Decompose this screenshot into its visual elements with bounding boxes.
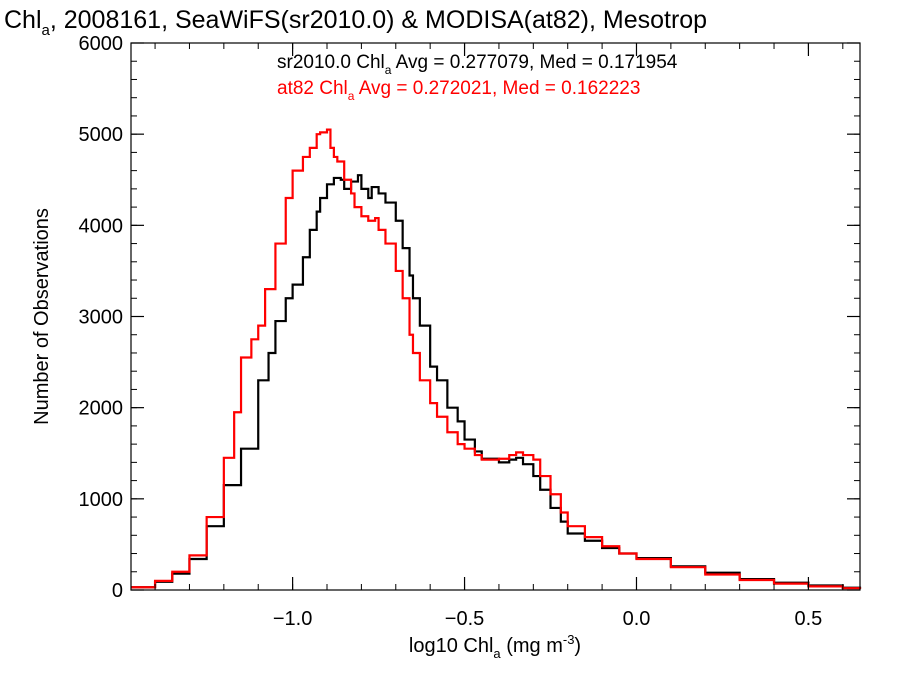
x-tick-label: 0.5 <box>795 608 823 630</box>
chart-title: Chla, 2008161, SeaWiFS(sr2010.0) & MODIS… <box>4 6 707 39</box>
x-axis-label-text: log10 Chla (mg m-3) <box>409 632 581 661</box>
x-axis-label: log10 Chla (mg m-3) <box>409 632 581 661</box>
y-axis-label-text: Number of Observations <box>31 208 53 425</box>
x-tick-label: 0.0 <box>623 608 651 630</box>
series-layer <box>131 128 862 590</box>
y-axis-label: Number of Observations <box>31 208 53 425</box>
series-line-sr2010.0 <box>131 174 862 589</box>
y-axis: 0 1000 2000 3000 4000 5000 6000 <box>79 33 860 602</box>
y-tick-label: 1000 <box>79 489 124 511</box>
y-tick-label: 4000 <box>79 215 124 237</box>
chart-title-text: Chla, 2008161, SeaWiFS(sr2010.0) & MODIS… <box>4 6 707 39</box>
legend: sr2010.0 Chla Avg = 0.277079, Med = 0.17… <box>277 52 678 103</box>
plot-frame <box>130 42 861 591</box>
y-tick-label: 0 <box>112 580 123 602</box>
x-tick-label: −0.5 <box>445 608 484 630</box>
legend-stats-sr2010.0: sr2010.0 Chla Avg = 0.277079, Med = 0.17… <box>277 52 678 77</box>
y-tick-label: 5000 <box>79 124 124 146</box>
y-tick-label: 3000 <box>79 307 124 329</box>
x-tick-label: −1.0 <box>273 608 312 630</box>
legend-stats-at82: at82 Chla Avg = 0.272021, Med = 0.162223 <box>277 78 640 103</box>
y-tick-label: 2000 <box>79 398 124 420</box>
y-tick-label: 6000 <box>79 33 124 55</box>
series-line-at82 <box>131 128 862 590</box>
x-axis: −1.0 −0.5 0.0 0.5 <box>154 43 844 630</box>
